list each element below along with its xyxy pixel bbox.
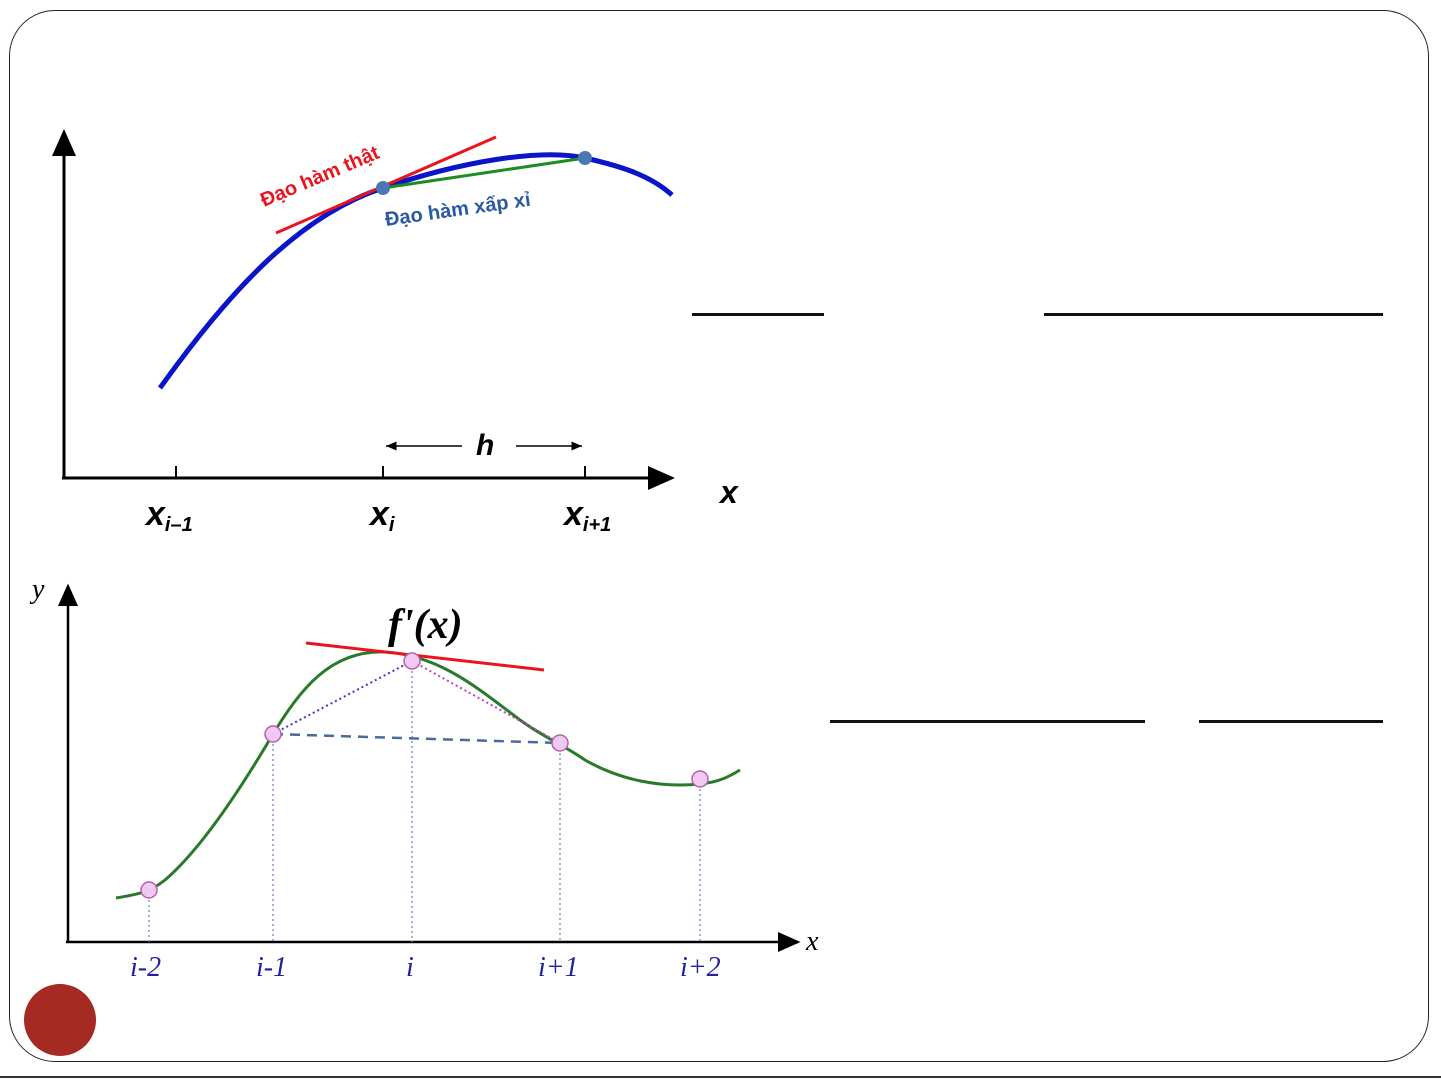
blank-line-1 <box>692 313 824 316</box>
function-derivative-label: f'(x) <box>388 602 463 648</box>
forward-secant <box>411 660 561 744</box>
bottom-rule <box>0 1076 1441 1078</box>
point-i <box>403 652 421 670</box>
top-tick-label-1: xi–1 <box>144 495 193 536</box>
slide-frame <box>9 10 1429 1062</box>
bottom-x-axis-label: x <box>805 926 819 957</box>
top-function-curve <box>157 152 674 390</box>
tangent-line <box>305 641 545 672</box>
point-i-minus-2 <box>140 881 158 899</box>
top-tick-label-3: xi+1 <box>562 495 611 536</box>
blank-line-3 <box>830 720 1145 723</box>
point-i-plus-1 <box>551 734 569 752</box>
bottom-tick-label-1: i-2 <box>130 952 161 983</box>
bottom-tick-label-3: i <box>406 952 414 983</box>
point-i-plus-2 <box>691 770 709 788</box>
blank-line-4 <box>1199 720 1383 723</box>
backward-secant <box>272 660 413 735</box>
bottom-tick-label-2: i-1 <box>256 952 287 983</box>
bottom-y-axis-label: y <box>29 574 45 605</box>
top-tick-label-2: xi <box>368 495 395 536</box>
bottom-tick-label-4: i+1 <box>538 952 579 983</box>
central-secant <box>272 732 561 745</box>
point-xi-plus-1 <box>578 151 592 165</box>
blank-line-2 <box>1044 313 1383 316</box>
bottom-tick-label-5: i+2 <box>680 952 721 983</box>
point-i-minus-1 <box>264 725 282 743</box>
slide-bullet-dot <box>24 984 96 1056</box>
point-xi <box>376 181 390 195</box>
bottom-function-curve <box>115 650 741 900</box>
step-label: h <box>476 429 494 462</box>
top-x-axis-label: x <box>718 474 739 510</box>
approx-derivative-line <box>382 156 586 190</box>
